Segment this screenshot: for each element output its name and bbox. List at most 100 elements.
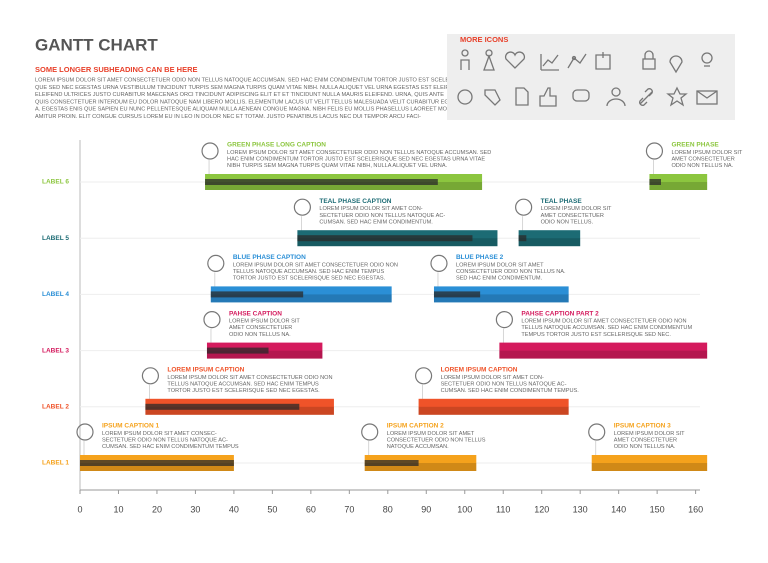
phase-icon: [515, 198, 533, 216]
phase-text: AMET CONSECTETUER: [614, 438, 677, 444]
phase-bar-shade: [297, 238, 498, 247]
description-line: A. EGESTAS ENIS QUE SAPIEN EU NUNC PELLE…: [35, 107, 488, 113]
phase-text: LOREM IPSUM DOLOR SIT AMET CONSEC-: [102, 431, 217, 437]
phase-bar-shade: [649, 182, 708, 190]
icons-heading: MORE ICONS: [460, 35, 508, 44]
x-tick-label: 110: [496, 504, 510, 514]
description-line: QUE SED NEC EGESTAS URNA VESTIBULUM TINC…: [35, 85, 461, 91]
phase-bar: [518, 230, 581, 247]
description: LOREM IPSUM DOLOR SIT AMET CONSECTETUER …: [35, 77, 488, 120]
phase-text: CONSECTETUER ODIO NON TELLUS NA.: [456, 269, 566, 275]
phase-text: LOREM IPSUM DOLOR SIT: [541, 206, 612, 212]
phase-text: LOREM IPSUM DOLOR SIT: [229, 319, 300, 325]
phase-caption: IPSUM CAPTION 3: [614, 423, 671, 430]
row-label: LABEL 6: [42, 179, 69, 186]
phase-text: CUMSAN. SED HAC ENIM CONDIMENTUM TEMPUS: [102, 444, 239, 450]
phase-text: CUMSAN. SED HAC ENIM CONDIMENTUM TEMPUS.: [441, 388, 580, 394]
chart-title: GANTT CHART: [35, 35, 158, 54]
phase-text: CONSECTETUER ODIO NON TELLUS: [387, 438, 486, 444]
description-line: ELEIFEND ULTRICES JUSTO CURABITUR MAECEN…: [35, 92, 444, 98]
phase-text: TELLUS NATOQUE ACCUMSAN. SED HAC ENIM TE…: [233, 269, 385, 275]
phase-icon: [141, 367, 160, 385]
phase-icon: [201, 142, 219, 160]
phase-text: SECTETUER ODIO NON TELLUS NATOQUE AC-: [441, 381, 567, 387]
progress-bar: [433, 291, 481, 298]
x-tick-label: 140: [611, 504, 626, 514]
phase-caption: GREEN PHASE: [671, 142, 719, 149]
progress-bar: [649, 179, 661, 185]
phase-bar-shade: [210, 294, 392, 303]
phase-icon: [414, 367, 433, 385]
plot-area: 0 10 20 30 40 50 60 70 80 90 100 110 120 130 140 150 160…: [42, 140, 743, 514]
phase-bar-shade: [206, 350, 323, 359]
phase-bar: [364, 455, 477, 471]
phase-bar-shade: [80, 463, 234, 471]
x-tick-label: 10: [113, 504, 123, 514]
phase-text: AMET CONSECTETUER: [541, 213, 604, 219]
x-tick-label: 40: [229, 504, 239, 514]
phase-caption: TEAL PHASE CAPTION: [319, 198, 391, 205]
phase-text: TEMPUS TORTOR JUSTO EST SCELERISQUE SED …: [521, 332, 671, 338]
description-line: QUIS CONSECTETUER INTERDUM EU DOLOR NATO…: [35, 99, 467, 105]
row-label: LABEL 5: [42, 235, 69, 242]
phase-text: ODIO NON TELLUS NA.: [229, 332, 291, 338]
x-tick-label: 20: [152, 504, 162, 514]
phase-text: LOREM IPSUM DOLOR SIT AMET CONSECTETUER …: [521, 319, 686, 325]
phase-text: LOREM IPSUM DOLOR SIT AMET CONSECTETUER …: [227, 150, 491, 156]
phase-bar: [418, 398, 569, 415]
phase-bar-shade: [364, 463, 477, 471]
progress-bar: [364, 460, 419, 466]
phase-caption: PAHSE CAPTION PART 2: [521, 310, 599, 317]
phase-icon: [203, 311, 221, 329]
x-tick-label: 80: [383, 504, 393, 514]
x-tick-label: 30: [190, 504, 200, 514]
phase-text: LOREM IPSUM DOLOR SIT AMET: [456, 262, 544, 268]
phase-bar: [649, 174, 708, 190]
phase-caption: BLUE PHASE 2: [456, 254, 504, 261]
phase-caption: LOREM IPSUM CAPTION: [441, 367, 518, 374]
phase-icon: [361, 423, 379, 441]
phase-bar: [499, 342, 708, 359]
phase-text: NATOQUE ACCUMSAN.: [387, 444, 449, 450]
phase-text: LOREM IPSUM DOLOR SIT AMET CONSECTETUER …: [233, 262, 398, 268]
phase-text: HAC ENIM CONDIMENTUM TORTOR JUSTO EST SC…: [227, 157, 485, 163]
phase-text: TELLUS NATOQUE ACCUMSAN. SED HAC ENIM CO…: [521, 325, 692, 331]
progress-bar: [80, 460, 234, 466]
phase-bar-shade: [418, 406, 569, 415]
phase-text: ODIO NON TELLUS NA.: [671, 163, 733, 169]
phase-bar-shade: [433, 294, 569, 303]
phase-text: LOREM IPSUM DOLOR SIT: [671, 150, 742, 156]
phase-icon: [645, 142, 664, 160]
icon-set: [457, 49, 718, 107]
x-tick-label: 100: [457, 504, 472, 514]
x-tick-label: 130: [573, 504, 588, 514]
phase-text: TORTOR JUSTO EST SCELERISQUE SED NEC EGE…: [233, 276, 386, 282]
phase-caption: PAHSE CAPTION: [229, 310, 282, 317]
phase-caption: IPSUM CAPTION 2: [387, 423, 444, 430]
icons-panel: [447, 34, 735, 120]
phase-bar-shade: [205, 182, 483, 190]
progress-bar: [518, 235, 527, 242]
x-tick-label: 70: [344, 504, 354, 514]
phase-bar-shade: [591, 463, 708, 471]
progress-bar: [145, 403, 300, 410]
phase-text: ODIO NON TELLUS NA.: [614, 444, 676, 450]
phase-caption: TEAL PHASE: [541, 198, 583, 205]
phase-bar: [433, 286, 569, 303]
x-tick-label: 0: [77, 504, 82, 514]
row-label: LABEL 1: [42, 460, 69, 467]
phase-text: SECTETUER ODIO NON TELLUS NATOQUE AC-: [102, 438, 228, 444]
phase-bar-shade: [145, 406, 334, 415]
description-line: AMITUR PROIN. ELIT CONGUE CURSUS LOREM E…: [35, 114, 421, 120]
phase-bar-shade: [518, 238, 581, 247]
phase-icon: [430, 254, 448, 272]
x-tick-label: 60: [306, 504, 316, 514]
phase-text: TELLUS NATOQUE ACCUMSAN. SED HAC ENIM TE…: [167, 381, 319, 387]
x-tick-label: 120: [534, 504, 549, 514]
description-line: LOREM IPSUM DOLOR SIT AMET CONSECTETUER …: [35, 77, 460, 83]
phase-bar-shade: [499, 350, 708, 359]
phase-text: LOREM IPSUM DOLOR SIT: [614, 431, 685, 437]
x-tick-label: 90: [421, 504, 431, 514]
phase-text: SED HAC ENIM CONDIMENTUM.: [456, 276, 543, 282]
